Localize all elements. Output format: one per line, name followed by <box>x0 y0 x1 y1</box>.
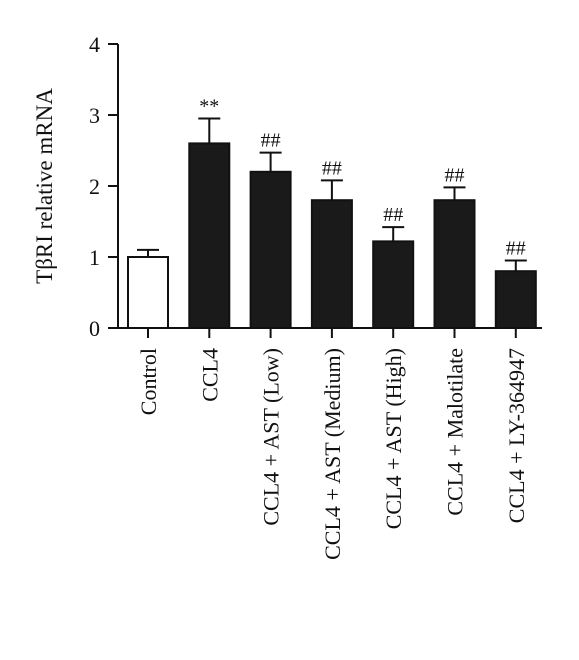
x-tick-label: CCL4 + AST (High) <box>381 348 406 529</box>
x-tick-label: CCL4 + LY-364947 <box>504 348 529 523</box>
bars: ** ## ## ## ## ## <box>127 96 537 330</box>
x-ticks: Control CCL4 CCL4 + AST (Low) CCL4 + AST (M… <box>136 328 529 560</box>
x-tick-label: Control <box>136 348 161 415</box>
bar <box>127 256 169 329</box>
bar <box>310 199 353 329</box>
y-tick-label: 3 <box>89 103 100 128</box>
y-axis-label: TβRI relative mRNA <box>32 88 57 284</box>
x-tick-label: CCL4 <box>197 348 222 402</box>
bar <box>494 270 537 330</box>
bar <box>188 142 231 329</box>
y-tick-label: 1 <box>89 245 100 270</box>
bar <box>433 199 476 329</box>
significance-label: ## <box>261 130 281 152</box>
x-tick-label: CCL4 + Malotilate <box>443 348 468 516</box>
y-tick-label: 2 <box>89 174 100 199</box>
bar <box>249 170 292 329</box>
significance-label: ## <box>445 164 465 186</box>
significance-label: ** <box>199 96 219 118</box>
bar <box>372 240 415 330</box>
significance-label: ## <box>506 238 526 260</box>
x-tick-label: CCL4 + AST (Medium) <box>320 348 345 560</box>
significance-label: ## <box>322 157 342 179</box>
y-tick-label: 4 <box>89 32 100 57</box>
y-ticks: 0 1 2 3 4 <box>89 32 118 341</box>
y-tick-label: 0 <box>89 316 100 341</box>
significance-label: ## <box>383 204 403 226</box>
x-tick-label: CCL4 + AST (Low) <box>259 348 284 526</box>
